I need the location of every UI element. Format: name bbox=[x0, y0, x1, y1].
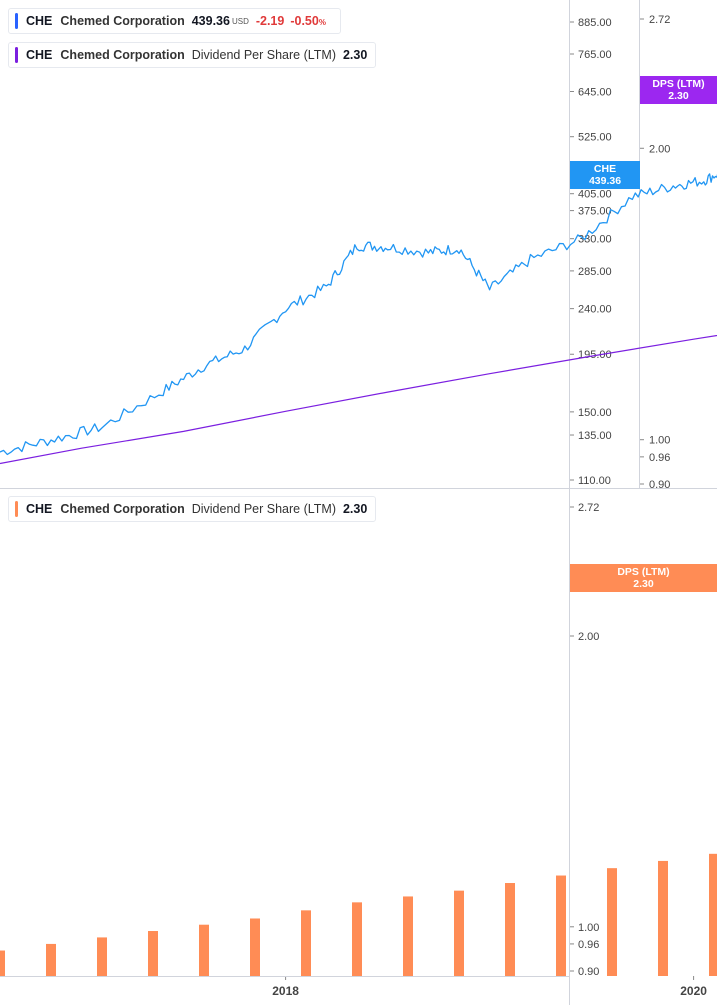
price-tag-value: 439.36 bbox=[588, 175, 622, 187]
price-series-line bbox=[0, 173, 717, 456]
dps-top-last-value-tag: DPS (LTM) 2.30 bbox=[640, 76, 717, 104]
legend-symbol: CHE bbox=[26, 502, 53, 516]
dps-bottom-tag-value: 2.30 bbox=[633, 578, 654, 590]
dps-bar bbox=[403, 896, 413, 976]
x-tick-label: 2018 bbox=[272, 984, 299, 998]
price-tick-label: 885.00 bbox=[578, 17, 612, 29]
bottom-tick-label: 0.96 bbox=[578, 939, 599, 951]
price-tag-symbol: CHE bbox=[593, 163, 617, 175]
price-tick-label: 375.00 bbox=[578, 206, 612, 218]
price-tick-label: 330.00 bbox=[578, 234, 612, 246]
legend-symbol: CHE bbox=[26, 48, 53, 62]
legend-currency: USD bbox=[231, 16, 249, 26]
price-tick-label: 110.00 bbox=[578, 475, 611, 487]
legend-company-name: Chemed Corporation bbox=[60, 14, 185, 28]
price-tick-label: 135.00 bbox=[578, 430, 612, 442]
legend-change: -2.19 bbox=[255, 14, 285, 28]
x-tick-label: 2020 bbox=[680, 984, 707, 998]
dps-bar bbox=[556, 875, 566, 976]
legend-metric: Dividend Per Share (LTM) bbox=[191, 502, 336, 516]
legend-company-name: Chemed Corporation bbox=[60, 48, 185, 62]
dps-tick-label: 2.72 bbox=[649, 14, 670, 26]
legend-price: 439.36 bbox=[191, 14, 230, 28]
dps-bar bbox=[454, 890, 464, 976]
dps-top-legend[interactable]: CHE Chemed Corporation Dividend Per Shar… bbox=[8, 42, 377, 68]
dps-top-tag-label: DPS (LTM) bbox=[652, 78, 705, 90]
dps-bar bbox=[46, 943, 56, 976]
bottom-tick-label: 0.90 bbox=[578, 966, 599, 978]
price-tick-label: 285.00 bbox=[578, 266, 612, 278]
dps-bar bbox=[250, 918, 260, 976]
legend-metric: Dividend Per Share (LTM) bbox=[191, 48, 336, 62]
dps-bar bbox=[658, 860, 668, 976]
dps-bottom-tag-label: DPS (LTM) bbox=[617, 566, 670, 578]
legend-symbol: CHE bbox=[26, 14, 53, 28]
price-tick-label: 240.00 bbox=[578, 304, 612, 316]
price-tick-label: 150.00 bbox=[578, 407, 612, 419]
price-legend-swatch bbox=[15, 13, 18, 29]
dps-bar bbox=[607, 868, 617, 976]
dps-bar bbox=[709, 853, 717, 976]
dps-top-legend-swatch bbox=[15, 47, 18, 63]
price-legend[interactable]: CHE Chemed Corporation 439.36 USD -2.19 … bbox=[8, 8, 341, 34]
legend-value: 2.30 bbox=[342, 48, 368, 62]
dps-series-line bbox=[0, 334, 717, 465]
price-tick-label: 405.00 bbox=[578, 189, 612, 201]
dps-bar bbox=[352, 902, 362, 976]
dps-tick-label: 0.96 bbox=[649, 452, 670, 464]
price-tick-label: 645.00 bbox=[578, 86, 612, 98]
dps-bar bbox=[199, 924, 209, 976]
dps-bar bbox=[0, 950, 5, 976]
dps-bottom-legend-swatch bbox=[15, 501, 18, 517]
dps-bar bbox=[505, 883, 515, 976]
legend-value: 2.30 bbox=[342, 502, 368, 516]
bottom-tick-label: 1.00 bbox=[578, 922, 599, 934]
legend-change-pct: -0.50% bbox=[290, 14, 326, 28]
dps-tick-label: 1.00 bbox=[649, 435, 670, 447]
dps-tick-label: 0.90 bbox=[649, 479, 670, 491]
dps-bar bbox=[301, 910, 311, 976]
bottom-tick-label: 2.00 bbox=[578, 631, 599, 643]
dps-tick-label: 2.00 bbox=[649, 143, 670, 155]
price-last-value-tag: CHE 439.36 bbox=[570, 161, 640, 189]
dps-bottom-last-value-tag: DPS (LTM) 2.30 bbox=[570, 564, 717, 592]
price-tick-label: 765.00 bbox=[578, 49, 612, 61]
dps-top-tag-value: 2.30 bbox=[668, 90, 689, 102]
dps-bar bbox=[97, 937, 107, 976]
legend-company-name: Chemed Corporation bbox=[60, 502, 185, 516]
price-tick-label: 525.00 bbox=[578, 132, 612, 144]
dps-bottom-legend[interactable]: CHE Chemed Corporation Dividend Per Shar… bbox=[8, 496, 377, 522]
bottom-tick-label: 2.72 bbox=[578, 502, 599, 514]
dps-bar bbox=[148, 931, 158, 976]
